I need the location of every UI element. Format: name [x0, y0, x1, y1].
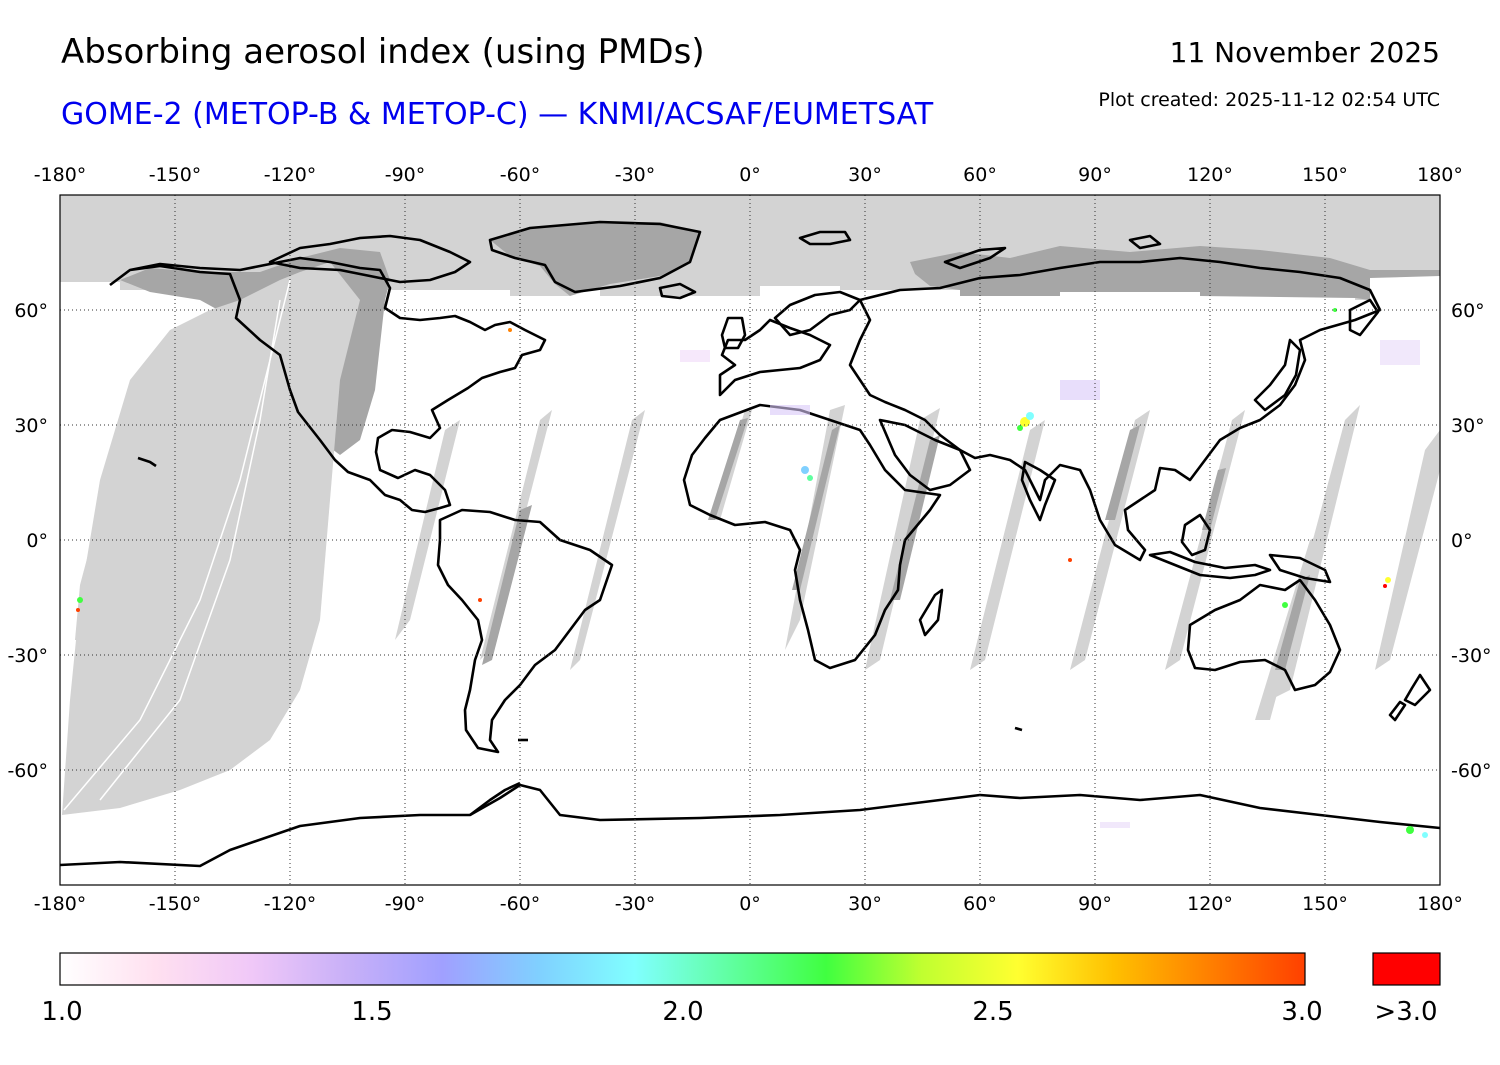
colorbar-tick-label: 2.0	[662, 997, 703, 1027]
lat-tick-label: -60°	[1451, 760, 1492, 782]
lon-tick-label: -150°	[149, 893, 202, 915]
coastline-japan	[1253, 338, 1302, 412]
colorbar-tick-label: 2.5	[972, 997, 1013, 1027]
plot-created-label: Plot created: 2025-11-12 02:54 UTC	[1098, 89, 1440, 111]
no-data-patch	[75, 540, 100, 640]
colorbar-ticks: 1.0 1.5 2.0 2.5 3.0 >3.0	[41, 997, 1437, 1027]
lat-tick-label: 60°	[1451, 300, 1485, 322]
lon-tick-label: -90°	[385, 164, 426, 186]
no-data-pacific-swath	[62, 262, 360, 815]
lat-tick-label: -30°	[7, 645, 48, 667]
coastline-new-guinea	[1268, 553, 1332, 584]
lon-tick-label: 0°	[739, 164, 761, 186]
coastline-new-zealand-south	[1388, 700, 1407, 722]
coastline-siberian-islands	[1128, 234, 1162, 250]
coastline-novaya-zemlya	[943, 246, 1007, 270]
graticule	[60, 195, 1440, 885]
lon-tick-label: -150°	[149, 164, 202, 186]
lon-tick-label: -180°	[34, 164, 87, 186]
lat-tick-label: -30°	[1451, 645, 1492, 667]
coastline-madagascar	[918, 588, 944, 637]
lon-tick-label: -60°	[500, 164, 541, 186]
lon-tick-label: 150°	[1302, 164, 1348, 186]
coastline-india	[1020, 460, 1057, 522]
coastline-australia	[1186, 578, 1342, 692]
coastline-iceland	[658, 282, 697, 300]
colorbar-tick-label: 1.0	[41, 997, 82, 1027]
colorbar-overflow-swatch	[1372, 952, 1441, 986]
colorbar	[59, 952, 1306, 986]
coastline-scandinavia	[773, 290, 862, 337]
orbit-gap-stripes-land	[482, 418, 1310, 670]
lon-tick-label: 180°	[1417, 893, 1463, 915]
lat-ticks-left: 60° 30° 0° -30° -60°	[7, 300, 48, 782]
map-title: Absorbing aerosol index (using PMDs)	[61, 32, 705, 72]
map-subtitle: GOME-2 (METOP-B & METOP-C) — KNMI/ACSAF/…	[61, 97, 934, 132]
no-data-land-eurasia	[910, 246, 1440, 300]
lon-tick-label: 60°	[963, 164, 997, 186]
no-data-land-greenland	[490, 222, 700, 296]
lat-tick-label: -60°	[7, 760, 48, 782]
coastline-africa	[682, 403, 942, 670]
coastlines	[60, 220, 1440, 868]
lat-tick-label: 30°	[1451, 415, 1485, 437]
coastline-antarctic-peninsula	[469, 781, 521, 817]
coastline-antarctica	[60, 783, 1440, 868]
coastline-indonesia	[1148, 550, 1272, 580]
lon-tick-label: 60°	[963, 893, 997, 915]
colorbar-tick-label: 1.5	[351, 997, 392, 1027]
coastline-svalbard	[798, 230, 852, 246]
lat-tick-label: 0°	[1451, 530, 1473, 552]
lon-tick-label: -180°	[34, 893, 87, 915]
coastline-new-zealand	[1403, 673, 1432, 707]
coastline-uk	[720, 316, 747, 350]
coastline-asia	[848, 256, 1382, 562]
map-date: 11 November 2025	[1169, 36, 1440, 69]
coastline-arabia	[878, 418, 972, 492]
lon-tick-label: -90°	[385, 893, 426, 915]
lon-tick-label: 120°	[1187, 893, 1233, 915]
lon-tick-label: 30°	[848, 893, 882, 915]
coastline-arctic-islands	[268, 234, 472, 284]
coastline-south-america	[436, 508, 614, 754]
lat-tick-label: 30°	[14, 415, 48, 437]
lat-ticks-right: 60° 30° 0° -30° -60°	[1451, 300, 1492, 782]
colorbar-tick-label: 3.0	[1281, 997, 1322, 1027]
coastline-kamchatka	[1348, 298, 1380, 337]
coastline-north-america	[109, 256, 547, 514]
coastline-borneo	[1180, 513, 1212, 557]
lat-tick-label: 60°	[14, 300, 48, 322]
lat-tick-label: 0°	[26, 530, 48, 552]
lon-tick-label: -30°	[615, 164, 656, 186]
lon-ticks-top: -180° -150° -120° -90° -60° -30° 0° 30° …	[34, 164, 1463, 186]
lon-tick-label: 90°	[1078, 893, 1112, 915]
coastline-hawaii	[137, 456, 157, 468]
lon-tick-label: -60°	[500, 893, 541, 915]
map-frame	[59, 194, 1441, 886]
lon-tick-label: 180°	[1417, 164, 1463, 186]
lon-tick-label: -120°	[264, 893, 317, 915]
lon-tick-label: 90°	[1078, 164, 1112, 186]
coastline-kerguelen	[1014, 726, 1023, 732]
coastline-europe	[718, 318, 832, 397]
swath-gap-line	[99, 299, 281, 801]
map-layers	[60, 195, 1440, 885]
lon-tick-label: 30°	[848, 164, 882, 186]
lon-tick-label: 120°	[1187, 164, 1233, 186]
colorbar-overflow-label: >3.0	[1374, 997, 1437, 1027]
lon-tick-label: 0°	[739, 893, 761, 915]
lon-tick-label: -120°	[264, 164, 317, 186]
lon-tick-label: -30°	[615, 893, 656, 915]
lon-ticks-bottom: -180° -150° -120° -90° -60° -30° 0° 30° …	[34, 893, 1463, 915]
lon-tick-label: 150°	[1302, 893, 1348, 915]
aerosol-speckles	[76, 308, 1428, 838]
